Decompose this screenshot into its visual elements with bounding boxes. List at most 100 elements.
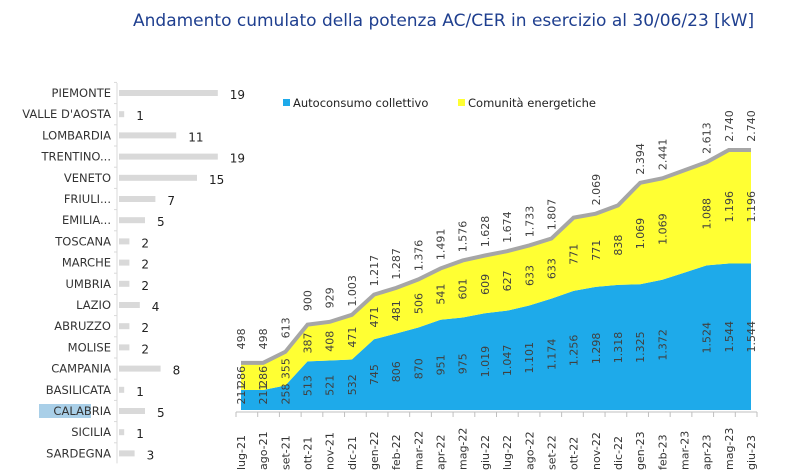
data-label-autoconsumo: 1.524: [701, 322, 714, 354]
x-tick-label: set-21: [279, 435, 292, 470]
data-label-autoconsumo: 1.019: [479, 346, 492, 378]
bar-category-label: CAMPANIA: [51, 362, 111, 376]
bar-value-label: 1: [136, 385, 144, 399]
total-line: [241, 148, 751, 365]
data-label-comunita: 481: [390, 300, 403, 321]
bar-category-label: TRENTINO...: [41, 150, 111, 164]
bar: [119, 259, 130, 266]
data-label-comunita: 387: [302, 332, 315, 353]
data-label-total: 498: [235, 328, 248, 349]
bar-value-label: 19: [230, 152, 245, 166]
bar-value-label: 8: [173, 364, 181, 378]
bar: [119, 111, 125, 118]
x-tick-label: dic-21: [346, 436, 359, 470]
data-label-total: 2.069: [590, 174, 603, 206]
bar: [119, 450, 135, 457]
data-label-total: 900: [302, 290, 315, 311]
legend-swatch: [283, 99, 290, 106]
data-label-autoconsumo: 951: [435, 354, 448, 375]
bar-category-label: VENETO: [64, 171, 111, 185]
data-label-total: 2.394: [634, 143, 647, 175]
data-label-comunita: 771: [590, 240, 603, 261]
data-label-comunita: 609: [479, 274, 492, 295]
x-tick-label: ott-21: [302, 437, 315, 470]
data-label-comunita: 601: [457, 278, 470, 299]
data-label-total: 1.733: [523, 206, 536, 238]
bar: [119, 323, 130, 330]
area-comunita-energetiche: [241, 150, 751, 390]
bar-category-label: LAZIO: [76, 298, 111, 312]
data-label-autoconsumo: 975: [457, 353, 470, 374]
x-tick-label: feb-23: [656, 434, 669, 470]
x-tick-label: ago-22: [523, 431, 536, 470]
data-label-comunita: 771: [568, 244, 581, 265]
x-tick-label: giu-23: [745, 435, 758, 470]
data-label-total: 1.376: [412, 240, 425, 272]
bar-value-label: 1: [136, 109, 144, 123]
bar-category-label: TOSCANA: [54, 234, 111, 248]
data-label-autoconsumo: 1.372: [656, 329, 669, 361]
data-label-total: 1.628: [479, 216, 492, 248]
area-autoconsumo-collettivo: [241, 263, 751, 410]
bar-value-label: 19: [230, 88, 245, 102]
data-label-total: 929: [324, 287, 337, 308]
data-label-comunita: 633: [545, 258, 558, 279]
data-label-total: 1.674: [501, 211, 514, 243]
data-label-autoconsumo: 745: [368, 364, 381, 385]
data-label-comunita: 838: [612, 235, 625, 256]
data-label-comunita: 471: [368, 306, 381, 327]
bar-value-label: 5: [157, 215, 165, 229]
bar: [119, 217, 145, 224]
bar: [119, 196, 156, 202]
bar-value-label: 2: [141, 236, 149, 250]
data-label-autoconsumo: 1.256: [568, 335, 581, 367]
x-tick-label: mar-23: [678, 431, 691, 470]
data-label-autoconsumo: 211: [235, 384, 248, 405]
data-label-comunita: 471: [346, 327, 359, 348]
bar-value-label: 2: [141, 321, 149, 335]
data-label-autoconsumo: 1.101: [523, 342, 536, 374]
x-tick-label: giu-22: [479, 435, 492, 470]
x-tick-label: ott-22: [568, 437, 581, 470]
x-tick-label: set-22: [545, 435, 558, 470]
data-label-autoconsumo: 1.318: [612, 332, 625, 364]
bar: [119, 408, 145, 414]
bar-category-label: LOMBARDIA: [42, 128, 111, 142]
bar-value-label: 2: [141, 342, 149, 356]
x-tick-label: mag-22: [457, 428, 470, 470]
bar-category-label: SARDEGNA: [46, 446, 111, 460]
data-label-comunita: 355: [279, 358, 292, 379]
selection-highlight: [39, 404, 91, 418]
bar-category-label: UMBRIA: [66, 277, 112, 291]
data-label-comunita: 541: [435, 284, 448, 305]
data-label-comunita: 1.069: [634, 218, 647, 250]
data-label-total: 2.740: [723, 110, 736, 142]
bar-value-label: 1: [136, 427, 144, 441]
legend-label: Autoconsumo collettivo: [293, 96, 428, 110]
x-tick-label: ago-21: [257, 431, 270, 470]
bar: [119, 174, 197, 181]
data-label-comunita: 286: [235, 366, 248, 387]
bar-category-label: CALABRIA: [53, 404, 111, 418]
bar: [119, 280, 130, 287]
bar-category-label: MARCHE: [62, 256, 111, 270]
x-tick-label: mag-23: [723, 428, 736, 470]
data-label-autoconsumo: 1.174: [545, 339, 558, 371]
bar-value-label: 3: [147, 448, 155, 462]
data-label-comunita: 1.069: [656, 213, 669, 245]
data-label-total: 1.003: [346, 275, 359, 307]
bar-category-label: FRIULI...: [64, 192, 111, 206]
x-tick-label: lug-21: [235, 435, 248, 470]
data-label-autoconsumo: 870: [412, 358, 425, 379]
data-label-total: 1.491: [435, 229, 448, 260]
bar: [119, 90, 218, 96]
bar-category-label: ABRUZZO: [54, 319, 111, 333]
bar-category-label: SICILIA: [71, 425, 111, 439]
data-label-autoconsumo: 211: [257, 384, 270, 405]
data-label-total: 1.217: [368, 255, 381, 287]
data-label-comunita: 286: [257, 366, 270, 387]
data-label-total: 2.613: [701, 122, 714, 154]
bar: [119, 344, 130, 351]
data-label-autoconsumo: 521: [324, 375, 337, 396]
